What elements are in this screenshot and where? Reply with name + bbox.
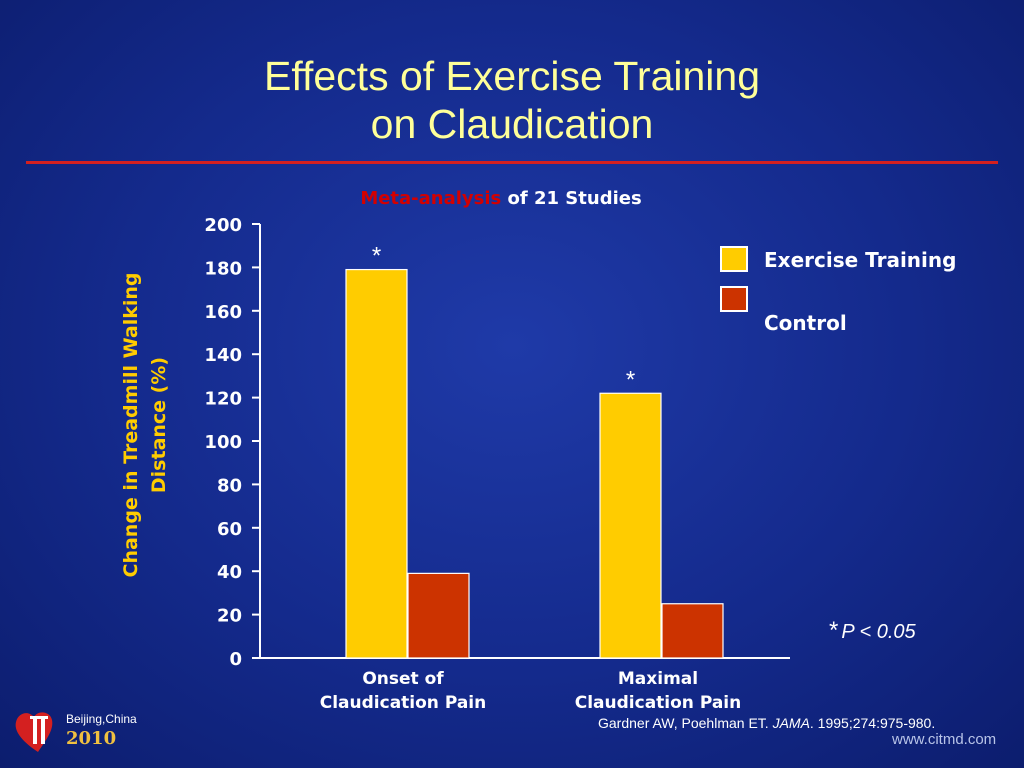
logo-year: 2010 xyxy=(66,728,117,749)
title-line-2: on Claudication xyxy=(370,101,654,147)
significance-text: P < 0.05 xyxy=(841,621,916,643)
legend-swatch-exercise xyxy=(720,246,748,272)
significance-marker: * xyxy=(626,366,635,393)
y-tick-label: 60 xyxy=(217,519,242,540)
category-label-line: Claudication Pain xyxy=(574,693,742,713)
significance-star: * xyxy=(828,617,838,644)
category-label-onset: Onset of Claudication Pain xyxy=(283,667,523,715)
y-tick-label: 140 xyxy=(204,345,242,366)
bar-control-1 xyxy=(407,572,470,659)
y-tick-label: 180 xyxy=(204,258,242,279)
category-label-maximal: Maximal Claudication Pain xyxy=(538,667,778,715)
category-label-line: Onset of xyxy=(362,669,444,689)
subtitle-highlight: Meta-analysis xyxy=(360,188,502,209)
y-tick-label: 20 xyxy=(217,606,242,627)
y-tick-label: 120 xyxy=(204,389,242,410)
significance-marker: * xyxy=(372,243,381,270)
legend-label-control: Control xyxy=(764,311,847,335)
logo-pillar-icon xyxy=(41,718,45,744)
subtitle-rest: of 21 Studies xyxy=(501,188,642,209)
category-label-line: Claudication Pain xyxy=(319,693,487,713)
website-url: www.citmd.com xyxy=(892,731,997,748)
y-tick-label: 40 xyxy=(217,562,242,583)
bar-exercise-1 xyxy=(345,268,408,659)
logo-pillar-icon xyxy=(33,718,37,744)
conference-logo xyxy=(15,712,53,752)
category-label-line: Maximal xyxy=(617,669,699,689)
y-tick-label: 200 xyxy=(204,215,242,236)
title-line-1: Effects of Exercise Training xyxy=(263,53,761,99)
title-divider xyxy=(26,161,998,164)
chart-axes: 0 20 40 60 80 100 120 140 160 180 200 xyxy=(204,215,790,670)
chart-bars: ** xyxy=(345,243,724,659)
bar-control-2 xyxy=(661,603,724,659)
chart-subtitle: Meta-analysis of 21 Studies xyxy=(0,188,1002,209)
legend-label-exercise: Exercise Training xyxy=(764,248,957,272)
logo-beam-icon xyxy=(30,716,48,719)
citation-details: . 1995;274:975-980. xyxy=(809,715,936,731)
logo-city: Beijing,China xyxy=(66,712,137,726)
y-tick-label: 160 xyxy=(204,302,242,323)
y-tick-label: 100 xyxy=(204,432,242,453)
legend-swatch-control xyxy=(720,286,748,312)
significance-note: * P < 0.05 xyxy=(828,617,916,645)
y-tick-label: 0 xyxy=(229,649,242,670)
citation-journal: JAMA xyxy=(772,715,810,731)
citation: Gardner AW, Poehlman ET. JAMA. 1995;274:… xyxy=(598,715,935,731)
bar-exercise-2 xyxy=(599,392,662,659)
citation-authors: Gardner AW, Poehlman ET. xyxy=(598,715,773,731)
y-tick-label: 80 xyxy=(217,475,242,496)
slide-title: Effects of Exercise Training on Claudica… xyxy=(0,52,1024,148)
